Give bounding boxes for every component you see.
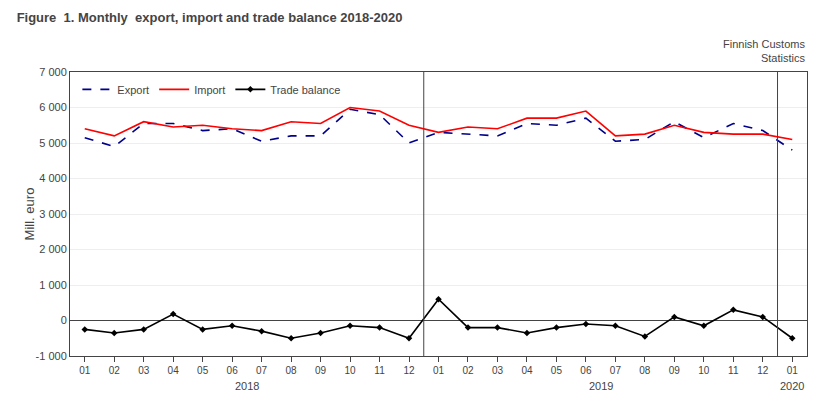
svg-text:12: 12 — [403, 365, 415, 376]
svg-text:Mill. euro: Mill. euro — [22, 188, 37, 241]
svg-text:2020: 2020 — [780, 380, 804, 392]
svg-text:06: 06 — [227, 365, 239, 376]
svg-text:03: 03 — [492, 365, 504, 376]
svg-text:11: 11 — [728, 365, 739, 376]
svg-text:2 000: 2 000 — [39, 243, 67, 255]
svg-text:Trade balance: Trade balance — [270, 84, 340, 96]
svg-text:02: 02 — [462, 365, 474, 376]
svg-text:05: 05 — [197, 365, 209, 376]
svg-text:10: 10 — [698, 365, 710, 376]
svg-text:1 000: 1 000 — [39, 279, 67, 291]
svg-text:01: 01 — [433, 365, 445, 376]
svg-text:08: 08 — [286, 365, 298, 376]
svg-text:Finnish CustomsStatistics: Finnish CustomsStatistics — [723, 38, 805, 64]
svg-text:07: 07 — [610, 365, 622, 376]
svg-text:Figure 1. Monthly export, im: Figure 1. Monthly export, import and tra… — [17, 10, 403, 25]
svg-text:08: 08 — [639, 365, 651, 376]
svg-text:2019: 2019 — [589, 380, 613, 392]
svg-text:Import: Import — [194, 84, 225, 96]
svg-text:3 000: 3 000 — [39, 208, 67, 220]
svg-text:04: 04 — [168, 365, 180, 376]
svg-text:2018: 2018 — [235, 380, 259, 392]
svg-text:Export: Export — [117, 84, 149, 96]
svg-text:6 000: 6 000 — [39, 101, 67, 113]
svg-text:02: 02 — [109, 365, 121, 376]
svg-text:04: 04 — [521, 365, 533, 376]
svg-text:5 000: 5 000 — [39, 137, 67, 149]
svg-text:01: 01 — [79, 365, 91, 376]
svg-text:12: 12 — [757, 365, 769, 376]
svg-text:11: 11 — [374, 365, 385, 376]
svg-text:07: 07 — [256, 365, 268, 376]
svg-text:7 000: 7 000 — [39, 66, 67, 78]
svg-text:4 000: 4 000 — [39, 172, 67, 184]
svg-text:10: 10 — [344, 365, 356, 376]
svg-text:05: 05 — [551, 365, 563, 376]
svg-text:0: 0 — [61, 314, 67, 326]
svg-text:09: 09 — [315, 365, 327, 376]
svg-text:03: 03 — [138, 365, 150, 376]
svg-text:09: 09 — [669, 365, 681, 376]
svg-text:-1 000: -1 000 — [36, 350, 67, 362]
svg-text:06: 06 — [580, 365, 592, 376]
svg-text:01: 01 — [787, 365, 799, 376]
